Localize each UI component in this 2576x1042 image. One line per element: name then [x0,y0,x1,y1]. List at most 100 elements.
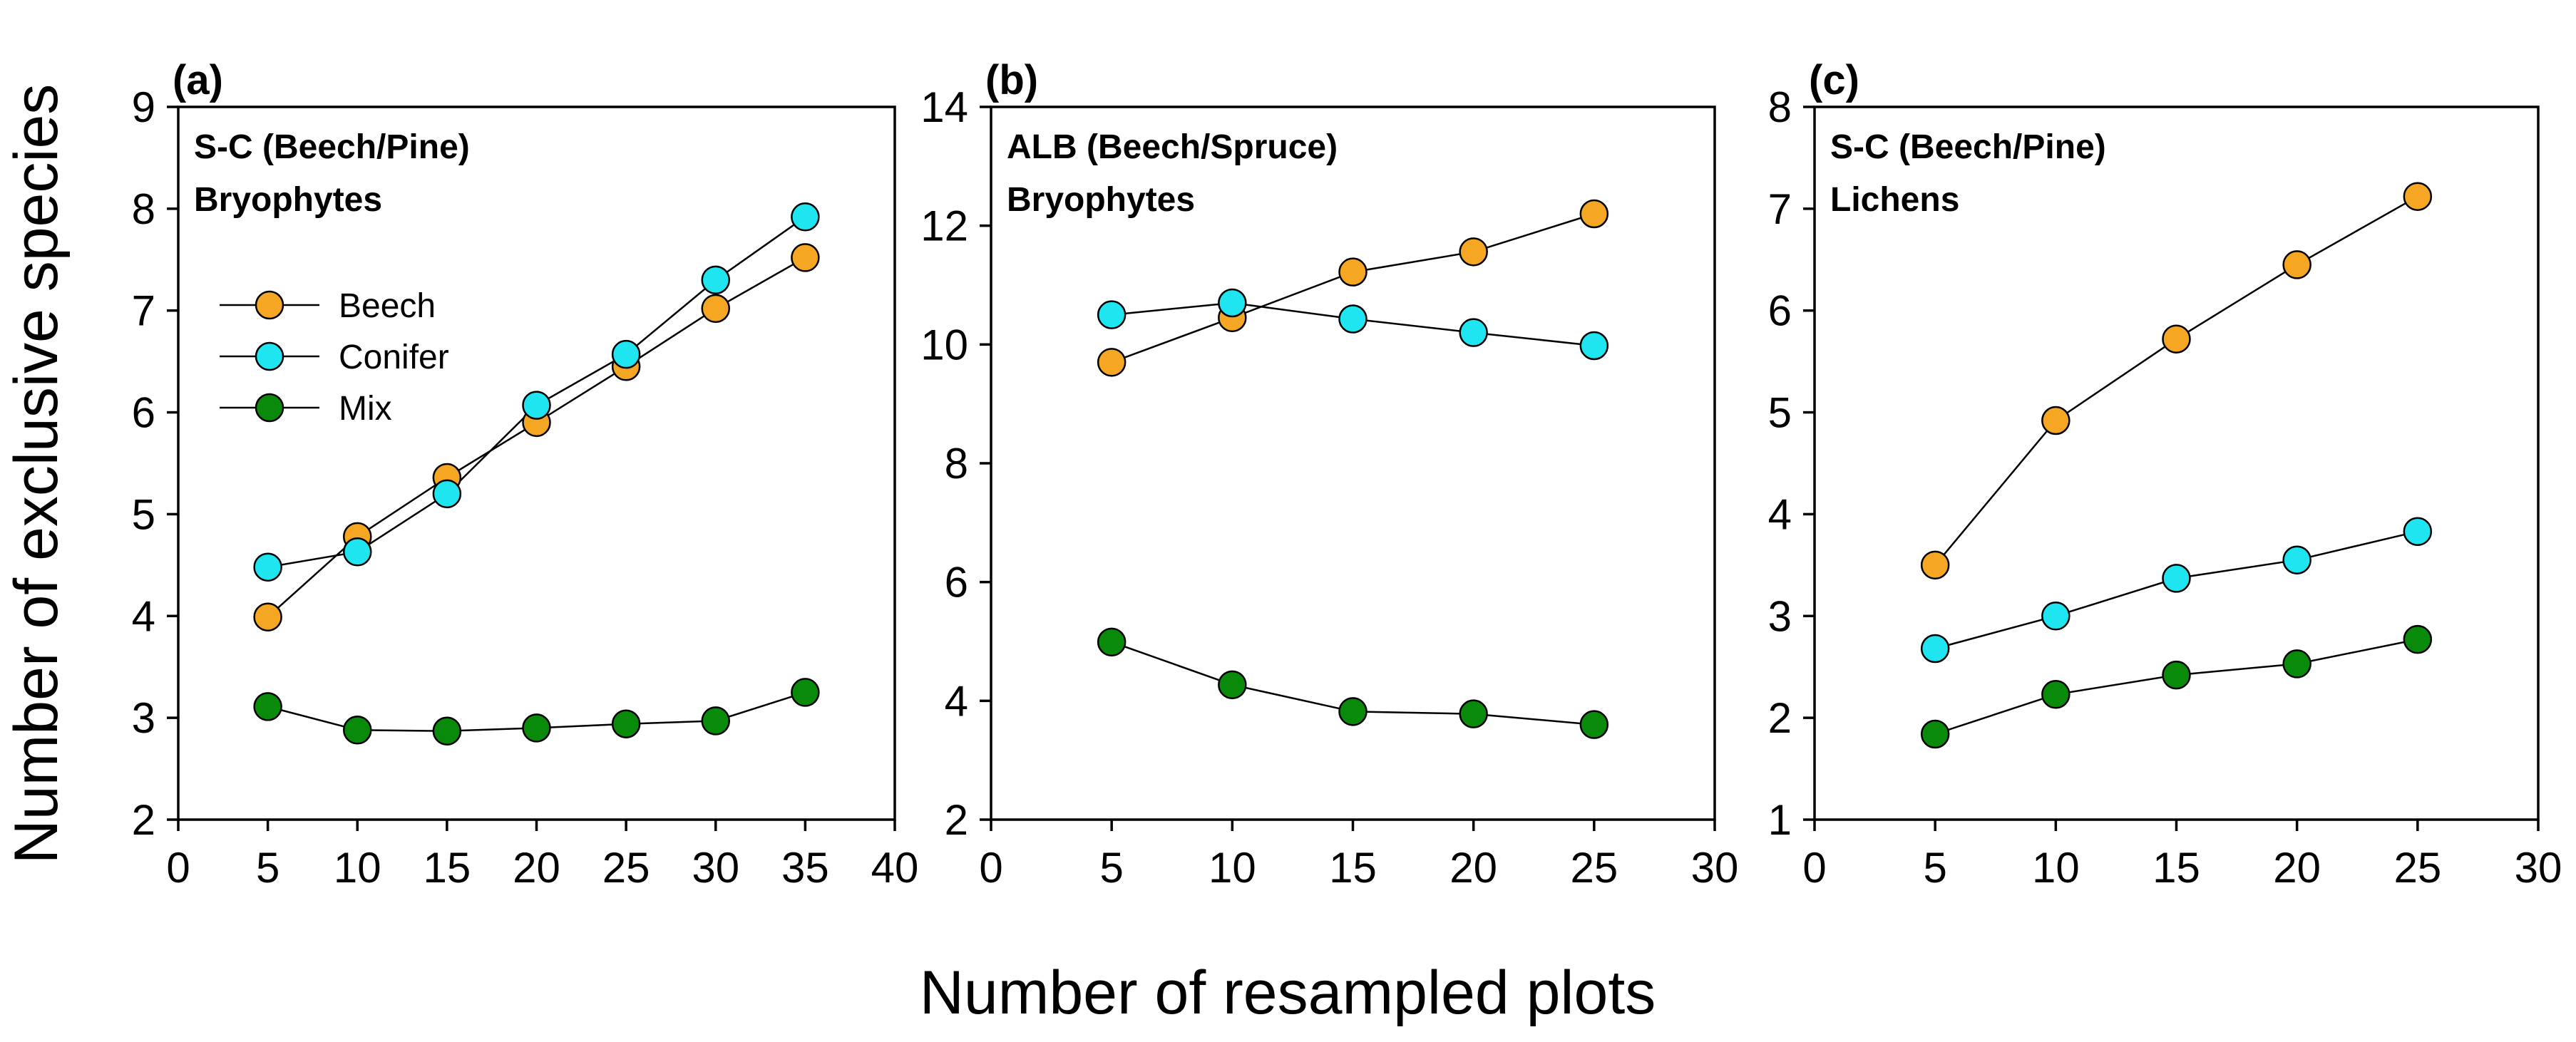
y-tick-label: 6 [132,389,155,437]
y-tick-label: 6 [945,559,968,607]
y-tick-label: 8 [1768,83,1792,131]
data-point-beech [2403,182,2433,211]
legend-label: Beech [339,287,436,325]
data-point-mix [2403,624,2433,654]
data-point-mix [1579,710,1609,739]
data-point-mix [2041,680,2070,709]
x-tick-label: 15 [1329,844,1377,892]
x-tick-label: 15 [424,844,471,892]
legend: Beech Conifer Mix [220,287,449,428]
data-point-beech [2041,406,2070,435]
y-tick-label: 7 [132,287,155,335]
data-point-conifer [1218,288,1247,318]
panel-group-title: Bryophytes [194,181,382,219]
y-tick-label: 2 [945,796,968,844]
series-line-beech [1111,212,1595,363]
y-tick-label: 4 [945,677,968,725]
y-tick-label: 2 [132,796,155,844]
chart-panel-2: 2 4 6 8 10 12 14 0 5 10 15 20 25 30 (b) ALB (Beech/Spru… [920,57,1738,892]
y-tick-label: 5 [132,490,155,538]
data-point-beech [1097,348,1127,377]
data-point-beech [1338,257,1367,287]
panel-label: (a) [173,57,223,103]
data-point-mix [1338,697,1367,726]
data-point-conifer [791,202,820,232]
y-tick-label: 2 [1768,694,1792,742]
legend-label: Conifer [339,339,449,376]
chart-panel-1: 2 3 4 5 6 7 8 9 0 5 10 15 20 25 30 35 40 (a) S-C (Beech/Pi… [132,57,919,892]
y-tick-label: 14 [920,83,968,131]
x-tick-label: 25 [2393,844,2441,892]
data-point-mix [522,713,551,743]
data-point-beech [2282,250,2311,279]
x-tick-label: 0 [1802,844,1826,892]
x-tick-label: 40 [871,844,919,892]
data-point-conifer [2282,545,2311,574]
y-tick-label: 5 [1768,389,1792,437]
x-tick-label: 15 [2152,844,2200,892]
data-point-conifer [522,391,551,420]
x-tick-label: 10 [334,844,381,892]
x-tick-label: 5 [256,844,279,892]
x-tick-label: 0 [166,844,190,892]
series-line-beech [1934,195,2418,566]
data-point-mix [1459,699,1488,728]
x-tick-label: 0 [979,844,1002,892]
data-point-mix [2282,649,2311,679]
data-point-conifer [253,552,282,582]
data-point-mix [253,692,282,721]
panel-label: (c) [1809,57,1859,103]
x-tick-label: 30 [2515,844,2562,892]
panel-site-title: S-C (Beech/Pine) [194,128,470,166]
panel-group-title: Bryophytes [1007,181,1195,219]
data-point-conifer [611,339,641,369]
y-tick-label: 9 [132,83,155,131]
x-tick-label: 25 [602,844,650,892]
chart-panel-3: 1 2 3 4 5 6 7 8 0 5 10 15 20 25 30 (c) S-C (Beech/Pine) L… [1768,57,2562,892]
panel-site-title: S-C (Beech/Pine) [1830,128,2106,166]
x-tick-label: 5 [1923,844,1946,892]
x-tick-label: 10 [1209,844,1256,892]
data-point-mix [611,709,641,738]
data-point-mix [343,716,372,745]
data-point-beech [1920,550,1950,580]
data-point-mix [2162,660,2191,690]
x-tick-label: 20 [513,844,560,892]
y-tick-label: 7 [1768,185,1792,233]
y-tick-label: 12 [920,202,968,250]
data-point-conifer [1338,304,1367,334]
data-point-mix [701,706,730,736]
data-point-conifer [1920,634,1950,664]
legend-marker-mix [255,393,284,423]
y-tick-label: 6 [1768,287,1792,335]
data-point-beech [1579,199,1609,229]
x-axis-title: Number of resampled plots [920,959,1656,1027]
legend-label: Mix [339,390,392,428]
legend-marker-beech [255,290,284,320]
data-point-conifer [2162,564,2191,593]
data-point-beech [1459,237,1488,267]
x-tick-label: 20 [2273,844,2321,892]
panel-site-title: ALB (Beech/Spruce) [1007,128,1338,166]
data-point-beech [701,294,730,324]
y-tick-label: 3 [132,694,155,742]
data-point-conifer [1579,331,1609,361]
data-point-mix [1920,719,1950,749]
data-point-mix [791,678,820,707]
data-point-conifer [1459,318,1488,347]
data-point-conifer [701,265,730,295]
y-tick-label: 4 [132,592,155,640]
data-point-mix [432,716,462,746]
legend-marker-conifer [255,341,284,371]
y-axis-title: Number of exclusive species [2,84,71,865]
x-tick-label: 30 [1691,844,1739,892]
data-point-conifer [432,479,462,509]
data-point-mix [1097,627,1127,657]
y-tick-label: 8 [945,440,968,488]
y-tick-label: 4 [1768,490,1792,538]
x-tick-label: 5 [1099,844,1123,892]
data-point-conifer [343,537,372,567]
x-tick-label: 20 [1449,844,1497,892]
data-point-conifer [1097,300,1127,329]
